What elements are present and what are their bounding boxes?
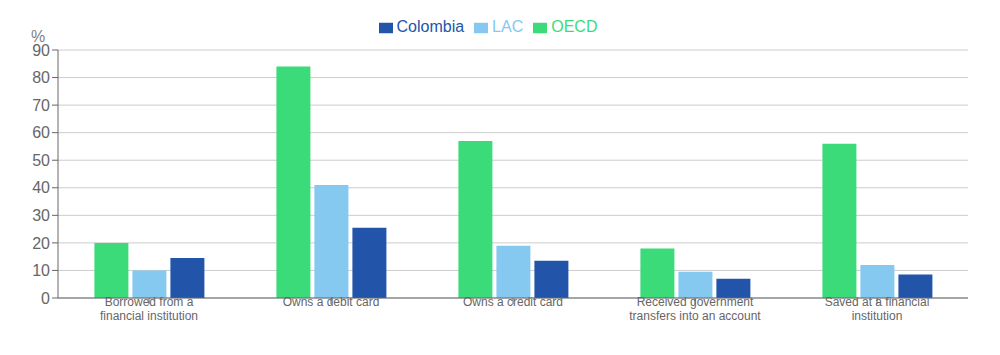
svg-text:%: % — [31, 28, 45, 45]
svg-text:Owns a debit card: Owns a debit card — [283, 295, 380, 309]
svg-text:0: 0 — [41, 290, 50, 307]
svg-text:20: 20 — [32, 235, 50, 252]
html-text:Colombia: Colombia — [396, 18, 465, 35]
svg-text:Borrowed from afinancial insti: Borrowed from afinancial institution — [100, 295, 198, 323]
html-text:OECD: OECD — [551, 18, 598, 35]
svg-text:90: 90 — [32, 41, 50, 59]
svg-text:30: 30 — [32, 207, 50, 224]
svg-text:60: 60 — [32, 124, 50, 141]
svg-text:80: 80 — [32, 69, 50, 86]
svg-text:70: 70 — [32, 97, 50, 114]
svg-text:Owns a credit card: Owns a credit card — [463, 295, 563, 309]
svg-text:40: 40 — [32, 179, 50, 196]
html-text:LAC: LAC — [492, 18, 524, 35]
svg-text:50: 50 — [32, 152, 50, 169]
svg-text:10: 10 — [32, 262, 50, 279]
svg-text:Received governmenttransfers i: Received governmenttransfers into an acc… — [629, 295, 761, 323]
svg-text:Saved at a financialinstitutio: Saved at a financialinstitution — [825, 295, 930, 323]
